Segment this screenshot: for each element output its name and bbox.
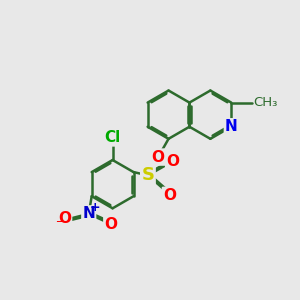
Text: CH₃: CH₃ bbox=[254, 96, 278, 109]
Text: N: N bbox=[225, 119, 238, 134]
Text: ⁻: ⁻ bbox=[55, 217, 62, 231]
Text: O: O bbox=[104, 217, 117, 232]
Text: O: O bbox=[152, 150, 165, 165]
Text: O: O bbox=[58, 211, 71, 226]
Text: N: N bbox=[82, 206, 95, 221]
Text: O: O bbox=[163, 188, 176, 203]
Text: Cl: Cl bbox=[104, 130, 121, 146]
Text: +: + bbox=[90, 201, 101, 214]
Text: O: O bbox=[166, 154, 179, 169]
Text: S: S bbox=[141, 166, 154, 184]
